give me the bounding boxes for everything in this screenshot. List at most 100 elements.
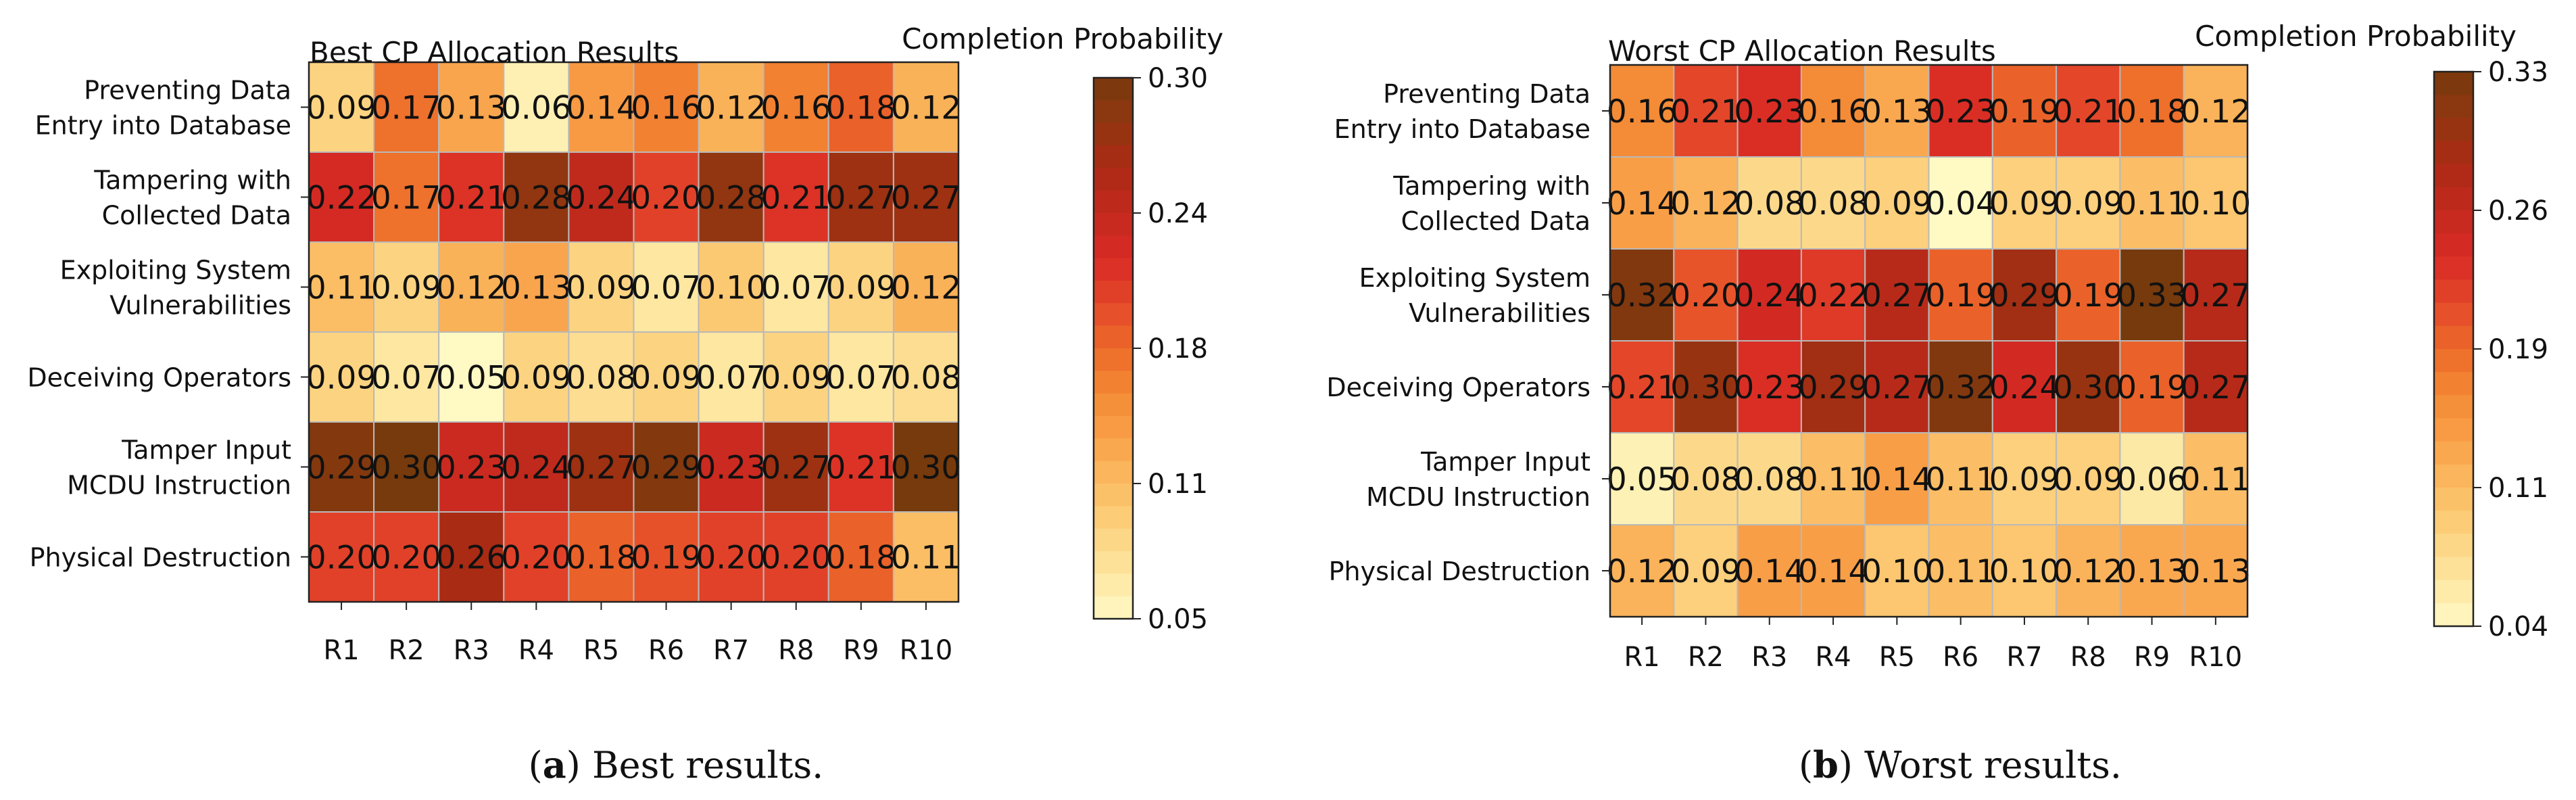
worst-x-tick-label: R9 — [2134, 642, 2170, 673]
best-x-tick-label: R2 — [389, 635, 424, 666]
best-cell-label: 0.21 — [826, 450, 897, 487]
worst-colorbar-step — [2434, 210, 2473, 234]
best-row-label: Tampering with — [93, 166, 291, 195]
best-cell-r1-c8 — [762, 62, 829, 153]
best-cell-label: 0.21 — [436, 180, 507, 217]
best-cell-r1-c2 — [373, 62, 440, 153]
worst-cell-label: 0.19 — [1925, 277, 1996, 314]
worst-cell-r6-c2 — [1673, 524, 1739, 617]
worst-cell-label: 0.04 — [1925, 185, 1996, 222]
worst-cell-label: 0.21 — [1670, 93, 1741, 131]
worst-colorbar-title: Completion Probability — [2195, 20, 2517, 53]
best-cell-r5-c6 — [633, 421, 700, 513]
best-cell-label: 0.09 — [371, 270, 442, 307]
worst-chart-title: Worst CP Allocation Results — [1608, 34, 1996, 68]
worst-row-label: MCDU Instruction — [1366, 482, 1590, 512]
worst-cell-r4-c6 — [1928, 340, 1993, 433]
worst-cell-label: 0.13 — [2116, 553, 2187, 590]
worst-colorbar-step — [2434, 302, 2473, 327]
worst-cell-label: 0.19 — [2116, 369, 2187, 406]
worst-cell-label: 0.27 — [1862, 369, 1933, 406]
best-colorbar-tick-label: 0.24 — [1148, 198, 1208, 229]
worst-cell-r5-c3 — [1736, 432, 1802, 525]
best-cell-label: 0.24 — [501, 450, 572, 487]
worst-cell-r1-c2 — [1673, 64, 1739, 158]
best-x-tick-label: R1 — [323, 635, 359, 666]
worst-caption-label: b — [1813, 743, 1839, 786]
best-row-label: Vulnerabilities — [110, 291, 291, 321]
best-colorbar-tick-label: 0.30 — [1148, 63, 1208, 94]
worst-cell-label: 0.20 — [1670, 277, 1741, 314]
best-cell-r2-c7 — [698, 151, 764, 243]
worst-cell-label: 0.14 — [1862, 461, 1933, 498]
worst-row-label: Exploiting System — [1359, 263, 1590, 293]
best-caption-label: a — [543, 743, 566, 786]
best-cell-r4-c9 — [827, 331, 894, 423]
best-cell-label: 0.23 — [696, 450, 767, 487]
worst-cell-label: 0.09 — [1989, 461, 2060, 498]
worst-cell-label: 0.19 — [2053, 277, 2124, 314]
worst-cell-label: 0.12 — [1607, 553, 1678, 590]
worst-colorbar-step — [2434, 164, 2473, 188]
worst-cell-label: 0.16 — [1798, 93, 1869, 131]
worst-row-label: Tampering with — [1392, 171, 1590, 201]
worst-cell-label: 0.30 — [2053, 369, 2124, 406]
worst-colorbar-tick-label: 0.19 — [2488, 334, 2548, 365]
worst-cell-label: 0.21 — [1607, 369, 1678, 406]
best-cell-r6-c9 — [827, 511, 894, 603]
worst-cell-label: 0.24 — [1989, 369, 2060, 406]
best-chart-title: Best CP Allocation Results — [310, 36, 679, 69]
worst-colorbar-step — [2434, 580, 2473, 604]
worst-colorbar-step — [2434, 279, 2473, 304]
best-cell-r2-c8 — [762, 151, 829, 243]
best-cell-label: 0.18 — [826, 540, 897, 577]
best-colorbar-step — [1094, 596, 1133, 619]
best-cell-label: 0.27 — [826, 180, 897, 217]
worst-caption-text: Worst results. — [1853, 744, 2122, 786]
best-x-tick-label: R9 — [843, 635, 879, 666]
best-cell-r4-c10 — [892, 331, 960, 423]
worst-cell-label: 0.09 — [2053, 461, 2124, 498]
worst-x-tick-label: R7 — [2006, 642, 2042, 673]
best-colorbar-step — [1094, 325, 1133, 349]
best-x-tick-label: R7 — [713, 635, 749, 666]
best-cell-label: 0.29 — [631, 450, 702, 487]
best-x-tick-label: R10 — [900, 635, 953, 666]
worst-cell-r6-c10 — [2183, 524, 2248, 617]
worst-colorbar-step — [2434, 441, 2473, 465]
best-cell-label: 0.09 — [566, 270, 637, 307]
worst-heatmap-frame — [1609, 64, 2249, 618]
worst-cell-label: 0.08 — [1734, 461, 1805, 498]
worst-colorbar-step — [2434, 256, 2473, 281]
best-cell-label: 0.30 — [891, 450, 962, 487]
best-colorbar-step — [1094, 100, 1133, 124]
worst-cell-label: 0.29 — [1798, 369, 1869, 406]
worst-colorbar-step — [2434, 95, 2473, 118]
best-cell-label: 0.08 — [566, 360, 637, 397]
worst-row-label: Vulnerabilities — [1409, 298, 1590, 328]
best-cell-label: 0.12 — [891, 90, 962, 127]
worst-colorbar-step — [2434, 187, 2473, 211]
best-cell-label: 0.09 — [306, 360, 377, 397]
worst-colorbar-tick-label: 0.26 — [2488, 195, 2548, 227]
worst-cell-label: 0.12 — [2181, 93, 2252, 131]
best-caption: (a) Best results. — [529, 743, 824, 786]
worst-cell-label: 0.23 — [1734, 369, 1805, 406]
worst-cell-label: 0.12 — [1670, 185, 1741, 222]
best-cell-label: 0.27 — [891, 180, 962, 217]
best-cell-r2-c4 — [503, 151, 570, 243]
best-colorbar-step — [1094, 371, 1133, 394]
worst-colorbar-step — [2434, 395, 2473, 419]
best-cell-r2-c10 — [892, 151, 960, 243]
best-cell-label: 0.16 — [760, 90, 831, 127]
best-cell-label: 0.14 — [566, 90, 637, 127]
best-cell-label: 0.07 — [371, 360, 442, 397]
worst-cell-label: 0.05 — [1607, 461, 1678, 498]
best-row-label: MCDU Instruction — [67, 471, 291, 500]
worst-x-tick-label: R2 — [1688, 642, 1724, 673]
best-caption-text: Best results. — [581, 744, 824, 786]
worst-colorbar-step — [2434, 534, 2473, 558]
worst-colorbar-step — [2434, 488, 2473, 511]
best-row-label: Preventing Data — [84, 76, 291, 105]
worst-cell-r3-c10 — [2183, 248, 2248, 342]
